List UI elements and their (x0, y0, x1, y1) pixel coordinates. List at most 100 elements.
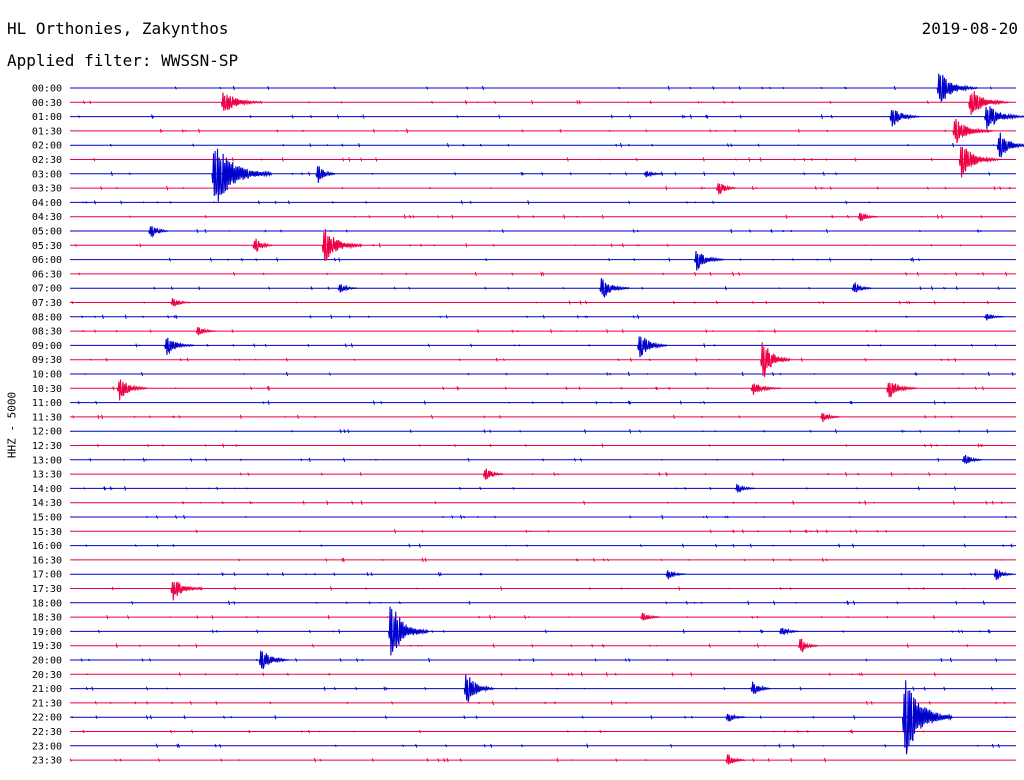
trace-noise (85, 686, 993, 691)
seismic-event (211, 148, 273, 202)
trace-noise (86, 672, 936, 677)
row-label: 16:30 (32, 555, 62, 566)
seismic-event (693, 250, 725, 271)
row-label: 19:00 (32, 627, 62, 638)
row-label: 06:00 (32, 255, 62, 266)
row-label: 16:00 (32, 541, 62, 552)
row-label: 22:00 (32, 713, 62, 724)
trace-noise (71, 714, 1008, 720)
trace-noise (239, 471, 947, 477)
filter-label: Applied filter: WWSSN-SP (7, 51, 239, 70)
row-label: 00:00 (32, 84, 62, 95)
trace-noise (83, 486, 956, 491)
trace-noise (129, 214, 983, 219)
seismic-event (599, 278, 630, 298)
trace-noise (71, 300, 989, 305)
seismic-event (220, 92, 262, 111)
trace-noise (97, 443, 984, 448)
seismic-event (116, 379, 148, 401)
row-label: 17:00 (32, 570, 62, 581)
trace-noise (94, 700, 1006, 706)
seismic-event (252, 238, 273, 252)
seismic-event (715, 183, 736, 195)
seismic-event (968, 91, 1010, 115)
row-label: 04:30 (32, 212, 62, 223)
seismic-event (961, 455, 982, 465)
row-label: 03:30 (32, 184, 62, 195)
row-label: 06:30 (32, 269, 62, 280)
seismic-event (463, 674, 495, 703)
station-title: HL Orthonies, Zakynthos (7, 19, 229, 38)
row-label: 11:00 (32, 398, 62, 409)
seismic-event (760, 342, 791, 377)
row-label: 02:00 (32, 141, 62, 152)
trace-noise (89, 357, 957, 362)
seismic-event (952, 118, 994, 143)
seismic-event (857, 212, 878, 222)
row-label: 21:30 (32, 698, 62, 709)
trace-noise (77, 400, 946, 405)
row-label: 12:30 (32, 441, 62, 452)
trace-noise (82, 200, 871, 205)
seismic-event (637, 336, 668, 358)
seismic-event (984, 313, 1004, 321)
seismic-event (337, 284, 358, 293)
seismic-event (315, 166, 336, 183)
row-label: 15:00 (32, 513, 62, 524)
trace-noise (75, 242, 962, 248)
seismic-event (725, 754, 746, 765)
row-label: 07:30 (32, 298, 62, 309)
seismic-event (820, 412, 840, 423)
row-label: 10:30 (32, 384, 62, 395)
seismic-event (750, 681, 771, 695)
row-label: 08:30 (32, 327, 62, 338)
row-label: 11:30 (32, 412, 62, 423)
row-label: 12:00 (32, 427, 62, 438)
row-label: 14:30 (32, 498, 62, 509)
row-label: 05:00 (32, 227, 62, 238)
row-label: 08:00 (32, 312, 62, 323)
seismic-event (387, 606, 429, 656)
row-label: 14:00 (32, 484, 62, 495)
row-label: 13:00 (32, 455, 62, 466)
trace-noise (115, 643, 969, 649)
seismic-event (258, 650, 290, 669)
trace-noise (168, 257, 920, 262)
seismic-event (936, 73, 978, 103)
row-label: 10:00 (32, 370, 62, 381)
row-label: 23:30 (32, 756, 62, 767)
date-label: 2019-08-20 (921, 19, 1018, 38)
seismic-event (797, 638, 818, 654)
row-label: 03:00 (32, 169, 62, 180)
row-label: 13:30 (32, 470, 62, 481)
row-label: 23:00 (32, 741, 62, 752)
seismic-event (993, 568, 1014, 581)
seismic-event (643, 170, 664, 178)
row-label: 20:30 (32, 670, 62, 681)
row-label: 02:30 (32, 155, 62, 166)
trace-noise (100, 185, 1011, 191)
seismic-event (725, 713, 746, 722)
trace-noise (72, 414, 953, 420)
trace-noise (89, 457, 970, 463)
trace-noise (109, 142, 995, 148)
trace-noise (182, 500, 1003, 506)
seismic-event (164, 337, 195, 355)
seismic-event (901, 680, 953, 755)
row-label: 09:30 (32, 355, 62, 366)
seismic-event (734, 483, 755, 493)
row-label: 00:30 (32, 98, 62, 109)
row-label: 07:00 (32, 284, 62, 295)
seismic-event (886, 382, 917, 398)
trace-noise (234, 428, 989, 434)
seismic-event (779, 627, 799, 635)
trace-noise (73, 557, 1003, 563)
trace-noise (85, 543, 1013, 548)
seismic-event (195, 326, 216, 336)
trace-noise (78, 114, 1014, 119)
trace-noise (131, 600, 985, 606)
trace-noise (106, 614, 935, 620)
trace-noise (81, 328, 920, 334)
trace-noise (196, 228, 982, 234)
